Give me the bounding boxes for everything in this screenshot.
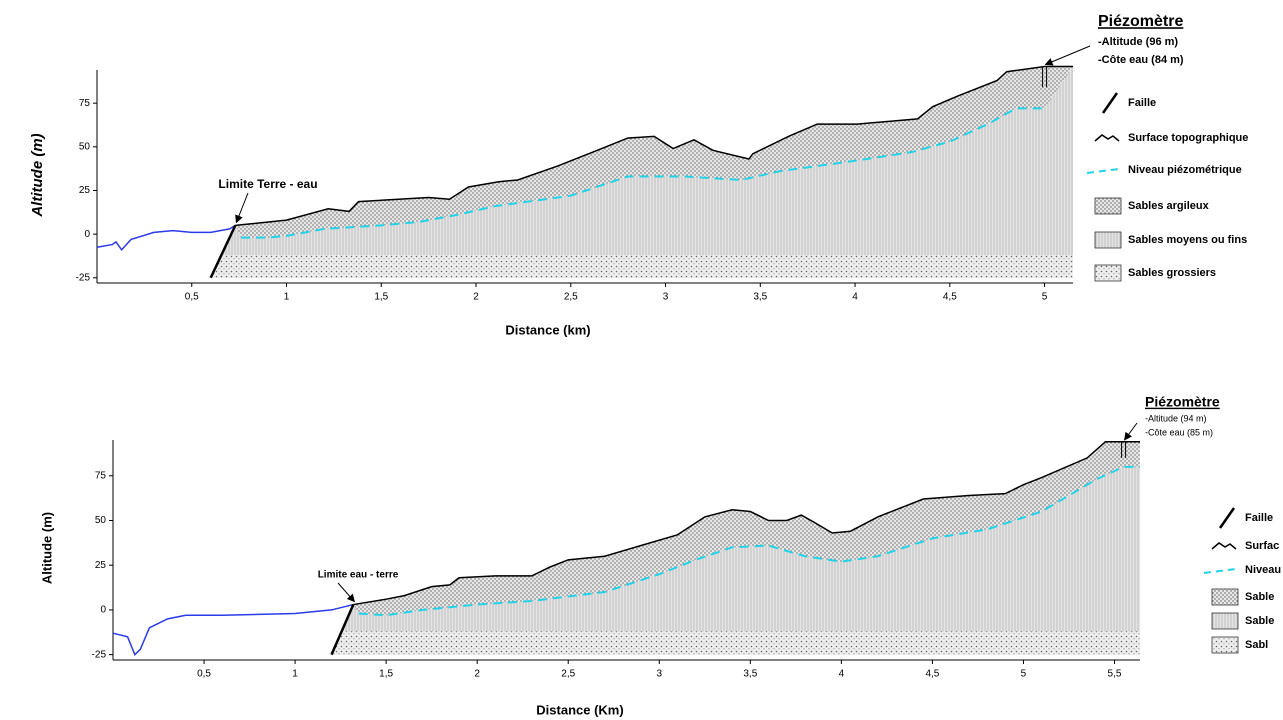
legend-label: Sable xyxy=(1245,591,1274,603)
y-tick-label: 75 xyxy=(79,98,91,109)
legend-symbol xyxy=(1212,543,1236,549)
x-tick-label: 4,5 xyxy=(943,292,957,303)
legend-label: Sable xyxy=(1245,615,1274,627)
legend-label: Sables argileux xyxy=(1128,200,1210,212)
x-tick-label: 1,5 xyxy=(379,669,393,680)
y-tick-label: 50 xyxy=(95,515,107,526)
x-tick-label: 3,5 xyxy=(743,669,757,680)
x-tick-label: 3,5 xyxy=(753,292,767,303)
legend-symbol xyxy=(1220,508,1234,528)
page: -2502550750,511,522,533,544,55Altitude (… xyxy=(0,0,1283,720)
layer-fill xyxy=(211,255,1073,278)
layer-fill xyxy=(332,631,1140,654)
legend-label: Faille xyxy=(1128,97,1156,109)
y-tick-label: -25 xyxy=(76,272,91,283)
x-tick-label: 5 xyxy=(1021,669,1027,680)
piezometer-arrow xyxy=(1125,423,1137,440)
x-tick-label: 5,5 xyxy=(1108,669,1122,680)
y-tick-label: 0 xyxy=(100,605,106,616)
legend-symbol xyxy=(1095,198,1121,214)
legend-symbol xyxy=(1087,169,1119,173)
legend-label: Sables grossiers xyxy=(1128,267,1216,279)
x-tick-label: 3 xyxy=(656,669,662,680)
legend-label: Niveau piézométrique xyxy=(1128,164,1242,176)
series-line xyxy=(113,605,353,655)
annotation: Limite eau - terre xyxy=(318,570,399,581)
x-tick-label: 1 xyxy=(292,669,298,680)
legend-symbol xyxy=(1095,232,1121,248)
legend-label: Sabl xyxy=(1245,639,1268,651)
x-tick-label: 3 xyxy=(663,292,669,303)
y-tick-label: 25 xyxy=(79,185,91,196)
y-tick-label: 25 xyxy=(95,560,107,571)
figure: -2502550750,511,522,533,544,55Altitude (… xyxy=(0,0,1283,720)
piezometer-title: Piézomètre xyxy=(1145,394,1220,410)
y-tick-label: -25 xyxy=(92,649,107,660)
legend-symbol xyxy=(1095,135,1119,141)
x-tick-label: 2 xyxy=(474,669,480,680)
x-axis-label: Distance (Km) xyxy=(536,702,623,717)
y-axis-label: Altitude (m) xyxy=(29,133,46,217)
y-tick-label: 0 xyxy=(84,229,90,240)
annotation: Limite Terre - eau xyxy=(218,177,317,191)
legend-symbol xyxy=(1095,265,1121,281)
x-tick-label: 5 xyxy=(1042,292,1048,303)
y-axis-label: Altitude (m) xyxy=(39,512,54,584)
y-tick-label: 50 xyxy=(79,141,91,152)
legend-label: Surfac xyxy=(1245,540,1279,552)
x-axis-label: Distance (km) xyxy=(505,322,590,337)
annotation-arrow xyxy=(338,583,354,602)
legend-symbol xyxy=(1212,589,1238,605)
annotation-arrow xyxy=(236,193,248,222)
legend-symbol xyxy=(1204,569,1236,573)
x-tick-label: 1 xyxy=(284,292,290,303)
layer-fill xyxy=(332,442,1140,655)
piezometer-altitude: -Altitude (94 m) xyxy=(1145,413,1207,423)
piezometer-water: -Côte eau (84 m) xyxy=(1098,54,1184,66)
legend-label: Niveau xyxy=(1245,564,1281,576)
legend-label: Sables moyens ou fins xyxy=(1128,234,1247,246)
legend-label: Surface topographique xyxy=(1128,132,1248,144)
series-line xyxy=(97,225,235,249)
legend-symbol xyxy=(1212,637,1238,653)
piezometer-water: -Côte eau (85 m) xyxy=(1145,427,1213,437)
x-tick-label: 0,5 xyxy=(185,292,199,303)
legend-symbol xyxy=(1103,93,1117,113)
piezometer-title: Piézomètre xyxy=(1098,13,1183,30)
x-tick-label: 4 xyxy=(839,669,845,680)
x-tick-label: 2 xyxy=(473,292,479,303)
x-tick-label: 1,5 xyxy=(374,292,388,303)
x-tick-label: 2,5 xyxy=(561,669,575,680)
legend-symbol xyxy=(1212,613,1238,629)
piezometer-arrow xyxy=(1046,46,1090,65)
x-tick-label: 0,5 xyxy=(197,669,211,680)
x-tick-label: 4 xyxy=(852,292,858,303)
piezometer-altitude: -Altitude (96 m) xyxy=(1098,36,1178,48)
y-tick-label: 75 xyxy=(95,470,107,481)
legend-label: Faille xyxy=(1245,512,1273,524)
x-tick-label: 4,5 xyxy=(925,669,939,680)
x-tick-label: 2,5 xyxy=(564,292,578,303)
